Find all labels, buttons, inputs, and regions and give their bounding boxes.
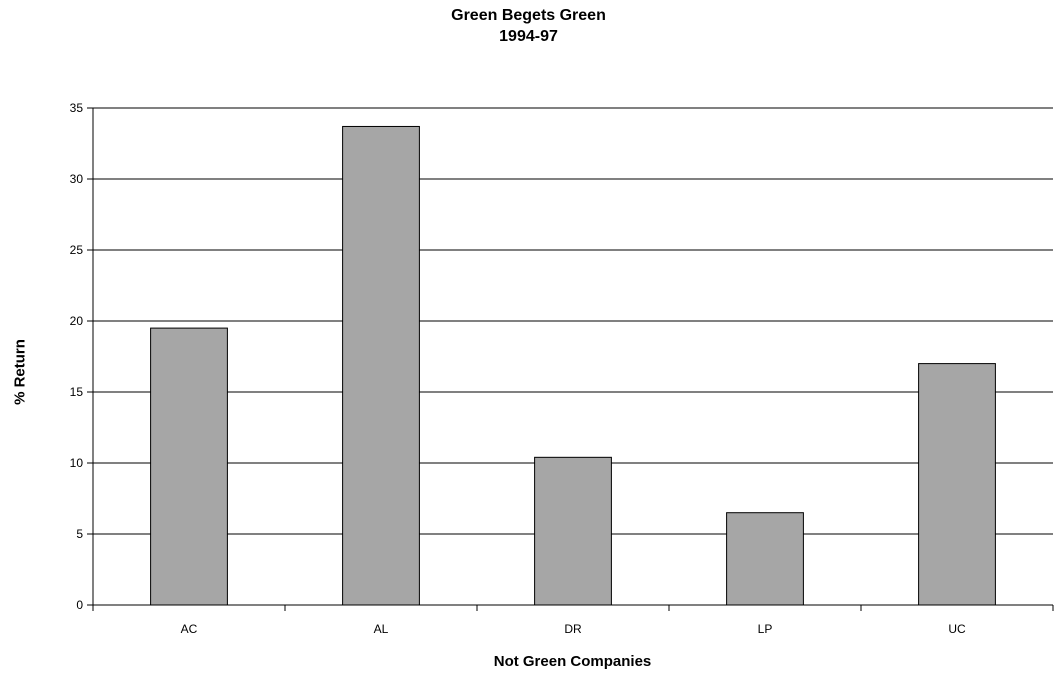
y-tick-label: 20 [70,314,84,328]
bar-lp [726,512,804,606]
x-tick-label: UC [948,622,966,636]
bar-uc [918,363,996,606]
x-tick-label: DR [564,622,582,636]
chart-subtitle: 1994-97 [499,28,558,45]
x-tick-label: AC [181,622,198,636]
chart-title: Green Begets Green [451,7,606,24]
y-tick-label: 5 [76,527,83,541]
bar-al [342,125,420,606]
y-tick-label: 0 [76,598,83,612]
y-tick-label: 25 [70,243,84,257]
y-tick-label: 35 [70,101,84,115]
bar-dr [534,456,612,606]
x-tick-label: LP [758,622,773,636]
y-axis-title: % Return [11,339,29,405]
y-tick-label: 10 [70,456,84,470]
y-tick-label: 15 [70,385,84,399]
y-tick-label: 30 [70,172,84,186]
bar-ac [150,327,228,606]
x-axis-title: Not Green Companies [493,653,652,670]
x-tick-label: AL [374,622,389,636]
